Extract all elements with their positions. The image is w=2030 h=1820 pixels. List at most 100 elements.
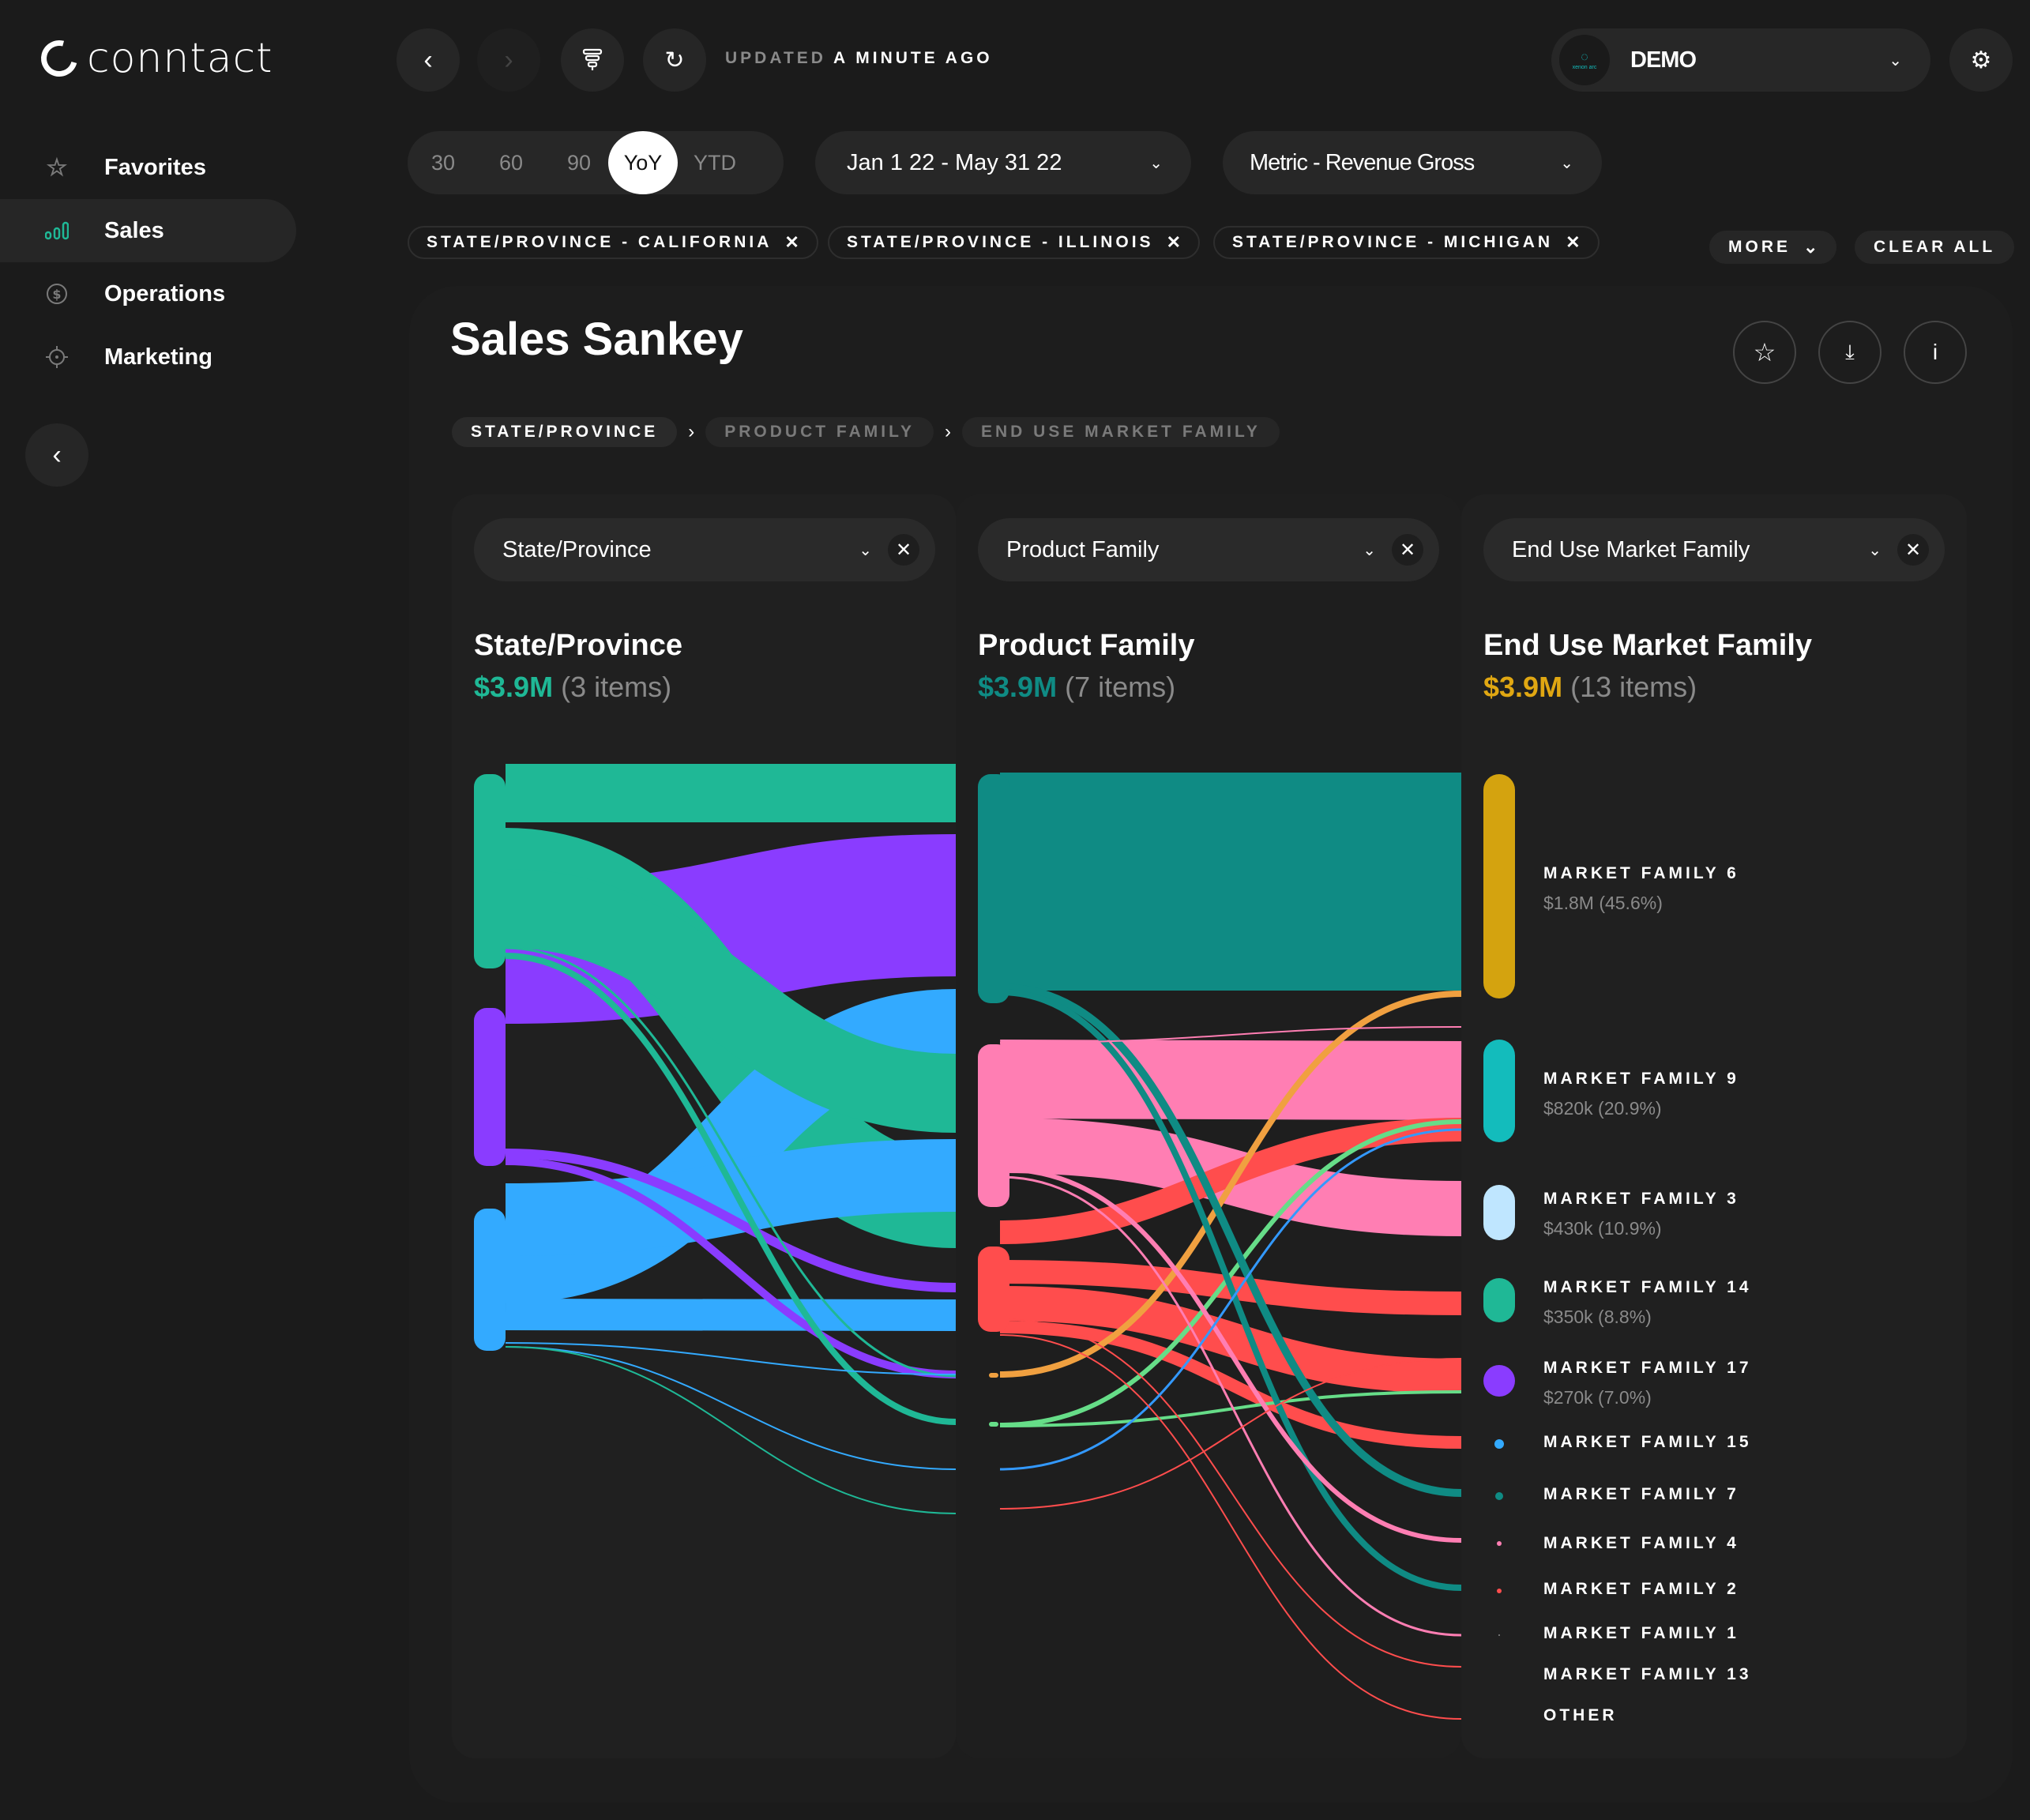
close-icon[interactable]: ✕ bbox=[888, 534, 919, 566]
breadcrumb-item[interactable]: PRODUCT FAMILY bbox=[705, 417, 934, 447]
column-select-value: Product Family bbox=[1006, 536, 1160, 562]
sankey-link[interactable] bbox=[999, 989, 1462, 1591]
column-amount: $3.9M bbox=[978, 671, 1058, 703]
sidebar-item-sales[interactable]: Sales bbox=[0, 199, 296, 262]
sankey-link[interactable] bbox=[505, 1149, 957, 1292]
sankey-link[interactable] bbox=[999, 1318, 1462, 1668]
period-option-90[interactable]: 90 bbox=[566, 150, 592, 175]
market-legend-item[interactable]: MARKET FAMILY 2 bbox=[1543, 1580, 1739, 1599]
period-option-60[interactable]: 60 bbox=[498, 150, 524, 175]
sankey-link[interactable] bbox=[999, 1286, 1462, 1393]
sankey-link[interactable] bbox=[999, 1167, 1462, 1543]
sankey-node-market-3[interactable] bbox=[1483, 1185, 1515, 1240]
info-button[interactable]: i bbox=[1904, 321, 1967, 384]
sankey-node-product[interactable] bbox=[978, 774, 1009, 1003]
favorite-button[interactable]: ☆ bbox=[1733, 321, 1796, 384]
sankey-link[interactable] bbox=[505, 1346, 957, 1470]
date-range-select[interactable]: Jan 1 22 - May 31 22 ⌄ bbox=[815, 131, 1191, 194]
clear-all-button[interactable]: CLEAR ALL bbox=[1855, 231, 2015, 264]
sankey-node-market-6[interactable] bbox=[1483, 774, 1515, 998]
column-select-product[interactable]: Product Family ⌄ ✕ bbox=[978, 518, 1439, 581]
close-icon[interactable]: ✕ bbox=[1392, 534, 1423, 566]
column-select-state[interactable]: State/Province ⌄ ✕ bbox=[474, 518, 935, 581]
market-legend-item[interactable]: MARKET FAMILY 17 $270k (7.0%) bbox=[1543, 1359, 1752, 1408]
sankey-link[interactable] bbox=[505, 1299, 957, 1331]
period-option-ytd[interactable]: YTD bbox=[694, 150, 736, 175]
filter-chip-illinois[interactable]: STATE/PROVINCE - ILLINOIS ✕ bbox=[828, 226, 1201, 259]
filter-chip-california[interactable]: STATE/PROVINCE - CALIFORNIA ✕ bbox=[408, 226, 818, 259]
forward-button[interactable]: › bbox=[477, 28, 540, 92]
filter-button[interactable] bbox=[561, 28, 624, 92]
sankey-node-market-1[interactable] bbox=[1498, 1634, 1500, 1636]
sankey-node-market-4[interactable] bbox=[1497, 1541, 1502, 1546]
market-legend-item[interactable]: MARKET FAMILY 15 bbox=[1543, 1433, 1752, 1452]
brand-logo[interactable]: conntact bbox=[34, 33, 273, 84]
sankey-node-state[interactable] bbox=[474, 1209, 506, 1351]
sankey-link[interactable] bbox=[999, 1321, 1462, 1449]
filter-chip-michigan[interactable]: STATE/PROVINCE - MICHIGAN ✕ bbox=[1213, 226, 1600, 259]
download-button[interactable]: ⤓ bbox=[1818, 321, 1882, 384]
column-select-market[interactable]: End Use Market Family ⌄ ✕ bbox=[1483, 518, 1945, 581]
sankey-link[interactable] bbox=[999, 1128, 1462, 1471]
sankey-node-market-7[interactable] bbox=[1495, 1492, 1503, 1500]
close-icon[interactable]: ✕ bbox=[1166, 232, 1182, 252]
sankey-link[interactable] bbox=[999, 1026, 1462, 1043]
close-icon[interactable]: ✕ bbox=[1897, 534, 1929, 566]
sankey-link[interactable] bbox=[999, 1334, 1462, 1720]
refresh-button[interactable]: ↻ bbox=[643, 28, 706, 92]
market-legend-item[interactable]: MARKET FAMILY 13 bbox=[1543, 1665, 1752, 1684]
sankey-link[interactable] bbox=[999, 983, 1462, 1497]
market-legend-item[interactable]: OTHER bbox=[1543, 1706, 1618, 1725]
close-icon[interactable]: ✕ bbox=[1566, 232, 1581, 252]
sankey-link[interactable] bbox=[999, 1119, 1462, 1427]
sankey-link[interactable] bbox=[505, 1139, 957, 1256]
market-legend-item[interactable]: MARKET FAMILY 6 $1.8M (45.6%) bbox=[1543, 864, 1739, 914]
period-option-30[interactable]: 30 bbox=[430, 150, 456, 175]
back-button[interactable]: ‹ bbox=[397, 28, 460, 92]
sidebar-item-favorites[interactable]: ☆ Favorites bbox=[0, 136, 296, 199]
crosshair-icon bbox=[44, 344, 70, 370]
sankey-node-product[interactable] bbox=[978, 1247, 1009, 1332]
sankey-node-product[interactable] bbox=[989, 1422, 998, 1427]
sankey-link[interactable] bbox=[999, 1390, 1462, 1427]
sankey-node-state[interactable] bbox=[474, 774, 506, 968]
close-icon[interactable]: ✕ bbox=[784, 232, 799, 252]
account-selector[interactable]: ◌ xenon arc DEMO ⌄ bbox=[1551, 28, 1930, 92]
sidebar-item-operations[interactable]: $ Operations bbox=[0, 262, 296, 325]
more-filters-button[interactable]: MORE ⌄ bbox=[1709, 231, 1837, 264]
breadcrumb-item[interactable]: STATE/PROVINCE bbox=[452, 417, 678, 447]
sankey-node-state[interactable] bbox=[474, 1008, 506, 1166]
sankey-node-product[interactable] bbox=[978, 1044, 1009, 1207]
sankey-node-market-17[interactable] bbox=[1483, 1365, 1515, 1397]
sankey-link[interactable] bbox=[999, 1040, 1462, 1120]
sankey-node-market-9[interactable] bbox=[1483, 1040, 1515, 1142]
column-header-market: End Use Market Family $3.9M (13 items) bbox=[1483, 629, 1812, 704]
sankey-node-market-14[interactable] bbox=[1483, 1278, 1515, 1322]
sankey-node-market-15[interactable] bbox=[1494, 1439, 1504, 1449]
sankey-node-market-2[interactable] bbox=[1497, 1589, 1502, 1593]
sankey-link[interactable] bbox=[999, 1175, 1462, 1637]
sankey-link[interactable] bbox=[505, 1342, 957, 1375]
market-legend-item[interactable]: MARKET FAMILY 3 $430k (10.9%) bbox=[1543, 1190, 1739, 1239]
market-legend-item[interactable]: MARKET FAMILY 7 bbox=[1543, 1485, 1739, 1504]
sankey-link[interactable] bbox=[505, 953, 957, 1425]
metric-select[interactable]: Metric - Revenue Gross ⌄ bbox=[1223, 131, 1602, 194]
sankey-link[interactable] bbox=[999, 1358, 1462, 1510]
sankey-node-product[interactable] bbox=[989, 1373, 998, 1378]
sankey-link[interactable] bbox=[505, 1157, 957, 1378]
market-legend-item[interactable]: MARKET FAMILY 1 bbox=[1543, 1624, 1739, 1643]
sankey-link[interactable] bbox=[999, 1118, 1462, 1244]
settings-button[interactable]: ⚙ bbox=[1949, 28, 2013, 92]
clear-all-label: CLEAR ALL bbox=[1874, 238, 1996, 256]
breadcrumb-item[interactable]: END USE MARKET FAMILY bbox=[961, 417, 1280, 447]
market-legend-item[interactable]: MARKET FAMILY 9 $820k (20.9%) bbox=[1543, 1070, 1739, 1119]
market-legend-item[interactable]: MARKET FAMILY 4 bbox=[1543, 1534, 1739, 1553]
market-legend-item[interactable]: MARKET FAMILY 14 $350k (8.8%) bbox=[1543, 1278, 1752, 1328]
sankey-link[interactable] bbox=[505, 1346, 957, 1514]
period-option-yoy[interactable]: YoY bbox=[608, 131, 678, 194]
sankey-link[interactable] bbox=[505, 869, 957, 1133]
collapse-sidebar-button[interactable]: ‹ bbox=[25, 423, 88, 487]
sidebar-item-marketing[interactable]: Marketing bbox=[0, 325, 296, 389]
sankey-link[interactable] bbox=[505, 946, 957, 1378]
sankey-link[interactable] bbox=[999, 991, 1462, 1378]
